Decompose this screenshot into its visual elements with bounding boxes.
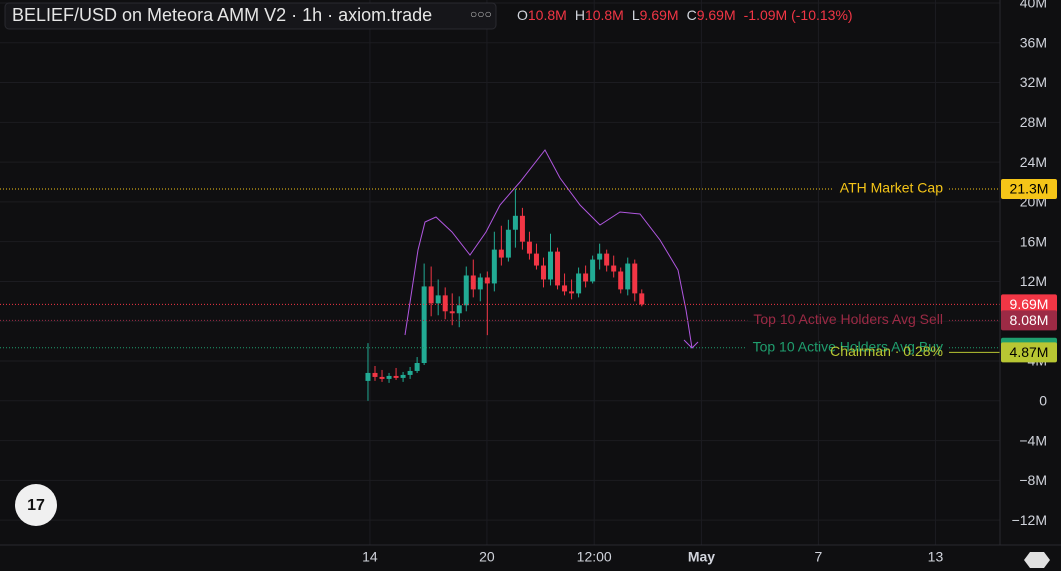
candle-body [379,376,385,379]
candle-body [498,249,504,258]
drawing [404,149,693,349]
price-line-label: Top 10 Active Holders Avg Buy [753,338,943,354]
candle-body [632,263,638,294]
ohlc-key: H [575,7,585,23]
y-tick-label: −4M [1019,432,1047,448]
candle-body [491,249,497,284]
candle-body [533,253,539,266]
y-tick-label: 32M [1020,74,1047,90]
x-tick-label: 12:00 [577,549,612,565]
drawing-arrow [683,339,699,349]
x-tick-label: 7 [815,549,823,565]
grid [0,0,1000,545]
candle-body [583,273,589,282]
y-tick-label: 28M [1020,114,1047,130]
settings-icon[interactable] [1024,552,1050,568]
y-tick-label: 24M [1020,154,1047,170]
plot [365,188,645,401]
candle-body [540,265,546,280]
symbol: BELIEF/USD on Meteora AMM V2 · 1h · axio… [12,5,432,25]
candle-body [519,215,525,242]
price-line-label: Chairman · 0.28% [830,343,943,359]
candle-body [625,263,631,290]
ohlc-key: O [517,7,528,23]
ohlc-value: 9.69M [640,7,679,23]
candle-body [365,372,371,381]
axes: −12M−8M−4M04M8M12M16M20M24M28M32M36M40M1… [362,0,1057,565]
candle-body [512,215,518,230]
candle-body [372,372,378,377]
price-tag [1001,342,1057,363]
x-tick-label: May [688,549,715,565]
x-tick-label: 14 [362,549,378,565]
price-tag [1001,310,1057,331]
candle-body [576,273,582,294]
candle-body [611,265,617,272]
candle-body [463,275,469,306]
candle-body [456,305,462,314]
ohlc-key: L [632,7,640,23]
price-tag [1001,178,1057,199]
ohlc-value: 9.69M [697,7,736,23]
price-tag-label: 8.08M [1010,312,1049,328]
legend-box [4,2,497,30]
x-tick-label: 13 [928,549,944,565]
candle-body [484,277,490,284]
candle-body [505,229,511,258]
price-tag-label: 21.3M [1010,181,1049,197]
y-tick-label: −8M [1019,472,1047,488]
price-tag [1001,294,1057,315]
ohlc-value: 10.8M [585,7,624,23]
y-tick-label: 36M [1020,34,1047,50]
y-tick-label: 0 [1039,392,1047,408]
source: axiom.trade [338,5,432,25]
price-tag-label: 9.69M [1010,296,1049,312]
candle-body [548,251,554,280]
separator: · [322,5,338,25]
price-tag-label: 4.87M [1010,344,1049,360]
price-line-label: ATH Market Cap [840,180,943,196]
candle-body [400,374,406,378]
change: -1.09M (-10.13%) [744,7,853,23]
logo-mark: 17 [27,497,45,514]
ohlc-value: 10.8M [528,7,567,23]
y-tick-label: 40M [1020,0,1047,11]
ohlc-key: C [687,7,697,23]
interval: 1h [302,5,322,25]
candle-body [569,291,575,294]
candle-body [442,295,448,312]
y-tick-label: −12M [1012,512,1047,528]
candle-body [526,241,532,254]
more-icon[interactable]: ○○○ [470,7,492,21]
candle-body [449,311,455,314]
candle-body [477,277,483,290]
candle-body [407,370,413,375]
y-tick-label: 12M [1020,273,1047,289]
candle-body [386,375,392,379]
separator: · [286,5,302,25]
candle-body [604,253,610,266]
candle-body [428,286,434,304]
logo[interactable] [15,484,57,526]
y-tick-label: 16M [1020,233,1047,249]
ohlc: O10.8M H10.8M L9.69M C9.69M -1.09M (-10.13%) [517,7,853,23]
candle-body [597,253,603,260]
candle-body [639,293,645,305]
candle-body [618,271,624,290]
candle-body [470,275,476,290]
candle-body [393,375,399,378]
candle-body [562,285,568,292]
candle-body [421,286,427,364]
candle-body [555,251,561,286]
candle-body [590,259,596,282]
symbol-name: BELIEF/USD on Meteora AMM V2 [12,5,286,25]
candle-body [435,295,441,304]
price-line-label: Top 10 Active Holders Avg Sell [753,311,943,327]
x-tick-label: 20 [479,549,495,565]
candle-body [414,363,420,371]
price-lines: ATH Market Cap Top 10 Active Holders Avg … [0,180,1000,359]
